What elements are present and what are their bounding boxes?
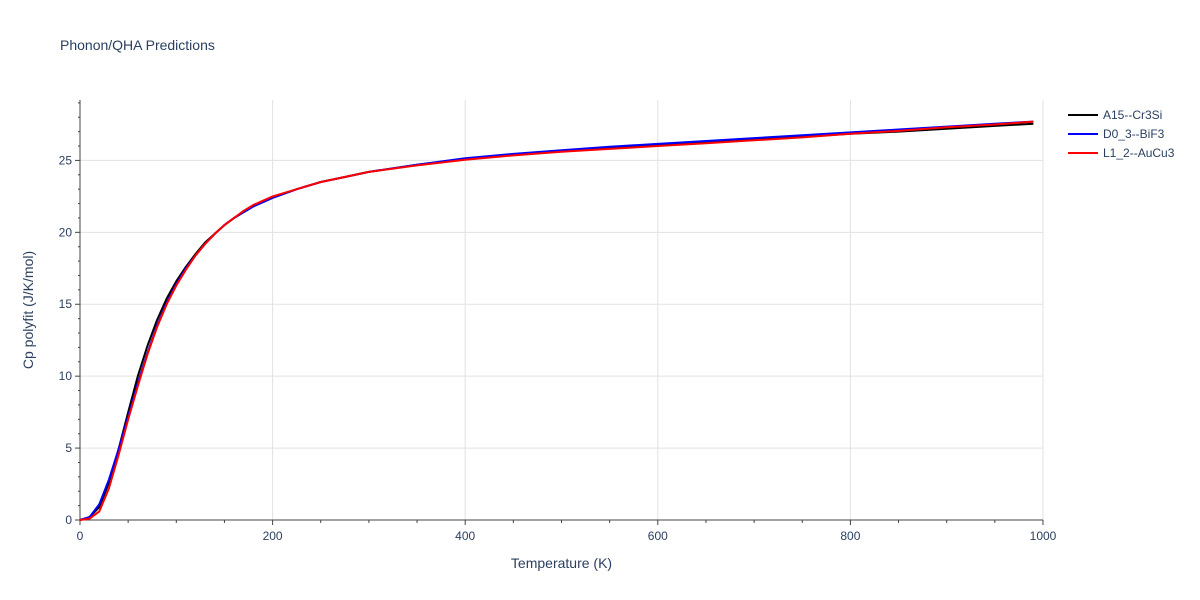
series-group: [79, 120, 1034, 521]
y-tick-label: 25: [59, 153, 73, 167]
x-tick-label: 1000: [1030, 529, 1057, 543]
series-line-2: [79, 120, 1034, 521]
x-tick-label: 200: [263, 529, 283, 543]
legend-label: L1_2--AuCu3: [1103, 146, 1175, 160]
axes: 0 200 400 600 800 1000 0 5 10 15 20 25: [59, 100, 1057, 543]
x-tick-label: 400: [455, 529, 475, 543]
legend: A15--Cr3Si D0_3--BiF3 L1_2--AuCu3: [1068, 108, 1175, 160]
x-axis-title: Temperature (K): [511, 555, 612, 571]
chart-title: Phonon/QHA Predictions: [60, 37, 215, 53]
y-tick-label: 20: [59, 225, 73, 239]
legend-label: A15--Cr3Si: [1103, 108, 1162, 122]
series-line-3: [79, 120, 1034, 521]
y-tick-label: 0: [65, 513, 72, 527]
y-tick-label: 5: [65, 441, 72, 455]
legend-label: D0_3--BiF3: [1103, 127, 1165, 141]
y-tick-label: 15: [59, 297, 73, 311]
y-tick-label: 10: [59, 369, 73, 383]
x-tick-label: 600: [648, 529, 668, 543]
y-axis-title: Cp polyfit (J/K/mol): [20, 251, 36, 369]
grid: [80, 100, 1044, 520]
series-line-1: [79, 122, 1034, 521]
x-tick-label: 800: [840, 529, 860, 543]
x-tick-label: 0: [77, 529, 84, 543]
